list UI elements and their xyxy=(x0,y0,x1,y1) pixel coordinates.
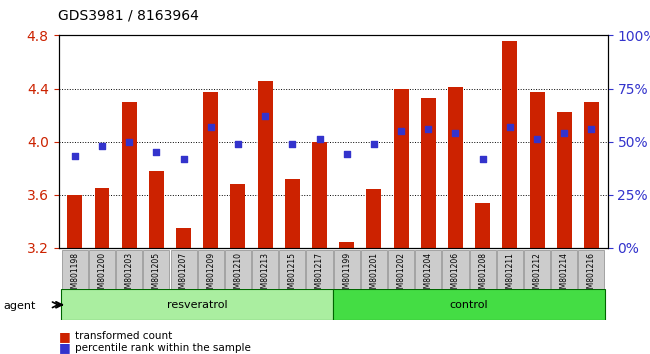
Bar xyxy=(339,242,354,248)
FancyBboxPatch shape xyxy=(144,250,170,289)
Text: GSM801214: GSM801214 xyxy=(560,252,569,298)
Bar xyxy=(176,228,191,248)
Text: GSM801210: GSM801210 xyxy=(233,252,242,298)
Point xyxy=(586,126,597,132)
Point xyxy=(70,154,80,159)
Point xyxy=(205,124,216,130)
Bar xyxy=(394,88,409,248)
Bar xyxy=(367,189,382,248)
Text: GSM801213: GSM801213 xyxy=(261,252,270,298)
Text: GSM801217: GSM801217 xyxy=(315,252,324,298)
Point xyxy=(559,130,569,136)
Point xyxy=(151,149,162,155)
Bar xyxy=(149,171,164,248)
Text: GSM801208: GSM801208 xyxy=(478,252,487,298)
FancyBboxPatch shape xyxy=(61,289,333,320)
FancyBboxPatch shape xyxy=(443,250,469,289)
FancyBboxPatch shape xyxy=(333,289,605,320)
Text: control: control xyxy=(450,300,488,310)
Bar xyxy=(122,102,136,248)
FancyBboxPatch shape xyxy=(524,250,550,289)
FancyBboxPatch shape xyxy=(198,250,224,289)
FancyBboxPatch shape xyxy=(307,250,333,289)
FancyBboxPatch shape xyxy=(361,250,387,289)
Point xyxy=(423,126,434,132)
Text: GSM801211: GSM801211 xyxy=(505,252,514,298)
Text: GSM801199: GSM801199 xyxy=(342,252,351,298)
FancyBboxPatch shape xyxy=(578,250,604,289)
FancyBboxPatch shape xyxy=(170,250,197,289)
Text: GSM801206: GSM801206 xyxy=(451,252,460,298)
Point xyxy=(532,137,542,142)
FancyBboxPatch shape xyxy=(280,250,306,289)
Text: ■: ■ xyxy=(58,330,70,343)
Bar xyxy=(502,41,517,248)
Bar xyxy=(475,203,490,248)
Point xyxy=(504,124,515,130)
Point xyxy=(369,141,379,147)
Bar xyxy=(421,98,436,248)
Point xyxy=(478,156,488,161)
FancyBboxPatch shape xyxy=(116,250,142,289)
FancyBboxPatch shape xyxy=(333,250,359,289)
Point xyxy=(315,137,325,142)
Bar xyxy=(68,195,83,248)
Point xyxy=(396,128,406,134)
Text: GSM801204: GSM801204 xyxy=(424,252,433,298)
Text: GSM801216: GSM801216 xyxy=(587,252,596,298)
Point xyxy=(233,141,243,147)
FancyBboxPatch shape xyxy=(415,250,441,289)
Bar xyxy=(203,92,218,248)
Text: GDS3981 / 8163964: GDS3981 / 8163964 xyxy=(58,9,200,23)
Bar xyxy=(94,188,109,248)
Point xyxy=(260,113,270,119)
FancyBboxPatch shape xyxy=(225,250,251,289)
Point xyxy=(341,152,352,157)
Point xyxy=(287,141,298,147)
Bar xyxy=(448,87,463,248)
Point xyxy=(124,139,135,144)
Text: GSM801202: GSM801202 xyxy=(396,252,406,298)
FancyBboxPatch shape xyxy=(388,250,414,289)
Text: GSM801201: GSM801201 xyxy=(369,252,378,298)
Text: ■: ■ xyxy=(58,341,70,354)
Text: GSM801200: GSM801200 xyxy=(98,252,107,298)
FancyBboxPatch shape xyxy=(469,250,496,289)
FancyBboxPatch shape xyxy=(89,250,115,289)
Text: resveratrol: resveratrol xyxy=(167,300,228,310)
Text: GSM801205: GSM801205 xyxy=(152,252,161,298)
FancyBboxPatch shape xyxy=(497,250,523,289)
Bar xyxy=(530,92,545,248)
Text: GSM801209: GSM801209 xyxy=(206,252,215,298)
Text: agent: agent xyxy=(3,301,36,311)
Bar xyxy=(231,184,246,248)
Bar xyxy=(557,113,572,248)
Bar xyxy=(312,142,327,248)
Point xyxy=(178,156,188,161)
Text: GSM801215: GSM801215 xyxy=(288,252,297,298)
FancyBboxPatch shape xyxy=(252,250,278,289)
FancyBboxPatch shape xyxy=(551,250,577,289)
Text: GSM801212: GSM801212 xyxy=(532,252,541,298)
Bar xyxy=(257,81,272,248)
Text: GSM801203: GSM801203 xyxy=(125,252,134,298)
Text: GSM801207: GSM801207 xyxy=(179,252,188,298)
FancyBboxPatch shape xyxy=(62,250,88,289)
Bar xyxy=(285,179,300,248)
Text: percentile rank within the sample: percentile rank within the sample xyxy=(75,343,251,353)
Bar xyxy=(584,102,599,248)
Text: GSM801198: GSM801198 xyxy=(70,252,79,298)
Point xyxy=(97,143,107,149)
Text: transformed count: transformed count xyxy=(75,331,172,341)
Point xyxy=(450,130,461,136)
